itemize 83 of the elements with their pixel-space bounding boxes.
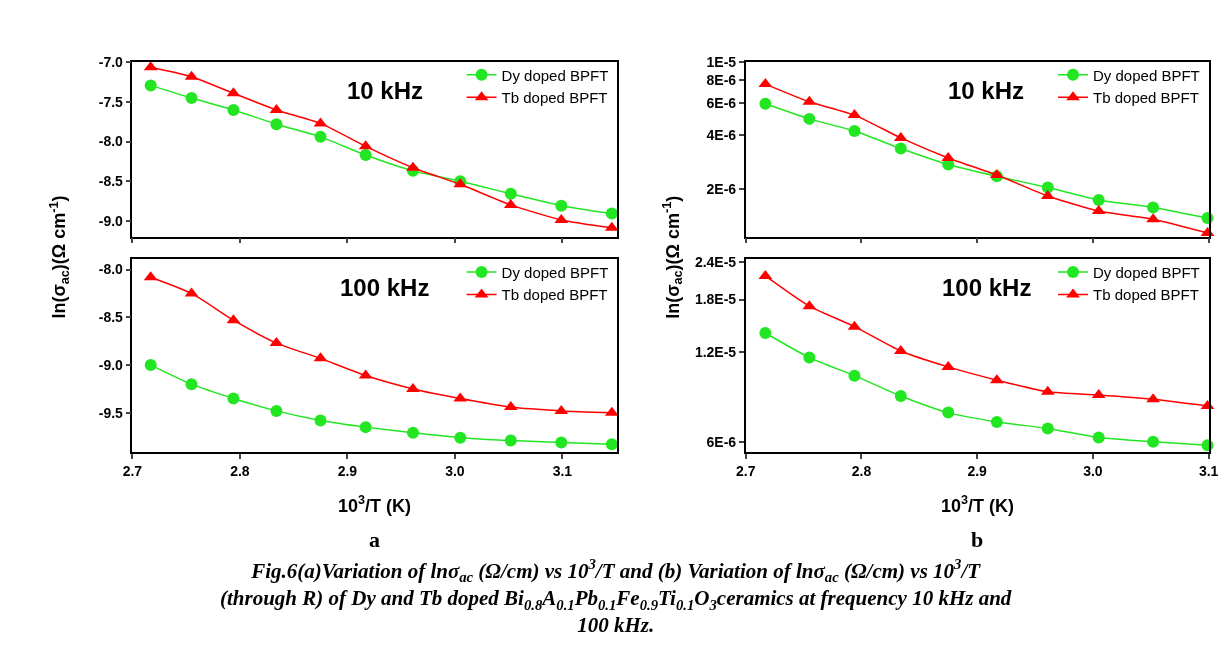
y-tick-label: 1E-5 xyxy=(706,54,737,71)
point xyxy=(803,351,816,364)
point xyxy=(227,103,240,116)
y-tick-label: -7.5 xyxy=(98,93,124,110)
point xyxy=(605,207,618,220)
legend-label: Dy doped BPFT xyxy=(1093,66,1200,84)
y-tick-label: -9.0 xyxy=(98,212,124,229)
point xyxy=(406,426,419,439)
point xyxy=(848,125,861,138)
text: b xyxy=(971,527,984,552)
annotation: 10 kHz xyxy=(948,77,1025,104)
point xyxy=(759,327,772,340)
point xyxy=(555,199,568,212)
point xyxy=(1092,193,1105,206)
y-tick-label: 2.4E-5 xyxy=(694,254,737,271)
x-tick-label: 2.8 xyxy=(851,462,872,479)
y-tick-label: 4E-6 xyxy=(706,126,737,143)
legend-label: Dy doped BPFT xyxy=(501,263,609,281)
y-tick-label: -9.5 xyxy=(98,404,124,421)
x-axis-title: 10$^{3}$/T (K) xyxy=(941,493,1015,516)
point xyxy=(803,112,816,125)
point xyxy=(894,389,907,402)
point xyxy=(270,404,283,417)
point xyxy=(185,92,198,105)
y-tick-label: -8.0 xyxy=(98,261,124,278)
point xyxy=(605,438,618,451)
point xyxy=(942,406,955,419)
text: Fig.6(a)Variation of lnσ$_{ac}$ (Ω/cm) vs 10$^{3}$/T and (b) Variation of lnσ$_{ac}$ (Ω/cm) vs 10$^{3}$/T (through R) of Dy and Tb doped Bi$_{0.8}$A$_{0.1}$Pb$_{0.1}$Fe$_{0.9}$Ti$_{0.1}$O$_{3}$ceramics at frequency 10 kHz and 100 kHz. xyxy=(220,556,1012,638)
x-tick-label: 2.9 xyxy=(337,462,358,479)
point xyxy=(555,436,568,449)
point xyxy=(454,431,467,444)
y-tick-label: -8.5 xyxy=(98,173,124,190)
annotation: 100 kHz xyxy=(340,274,430,301)
x-axis-title: 10$^{3}$/T (K) xyxy=(338,493,412,516)
point xyxy=(359,149,372,162)
y-tick-label: 2E-6 xyxy=(706,181,737,198)
point xyxy=(848,369,861,382)
point xyxy=(504,434,517,447)
legend-label: Tb doped BPFT xyxy=(1093,286,1199,304)
x-tick-label: 2.9 xyxy=(967,462,988,479)
point xyxy=(894,142,907,155)
legend-label: Tb doped BPFT xyxy=(501,286,608,304)
y-tick-label: 6E-6 xyxy=(706,94,737,111)
point xyxy=(314,414,327,427)
point xyxy=(1041,181,1054,194)
point xyxy=(990,415,1003,428)
annotation: 100 kHz xyxy=(942,274,1032,301)
y-tick-label: -7.0 xyxy=(98,54,124,71)
annotation: 10 kHz xyxy=(347,77,424,104)
y-tick-label: -9.0 xyxy=(98,356,124,373)
x-tick-label: 3.1 xyxy=(1198,462,1219,479)
point xyxy=(1092,431,1105,444)
point xyxy=(759,97,772,110)
y-tick-label: 6E-6 xyxy=(706,433,737,450)
y-tick-label: 8E-6 xyxy=(706,71,737,88)
point xyxy=(144,359,157,372)
point xyxy=(185,378,198,391)
x-tick-label: 3.0 xyxy=(445,462,465,479)
point xyxy=(314,130,327,143)
legend-label: Dy doped BPFT xyxy=(501,66,609,84)
legend-label: Dy doped BPFT xyxy=(1093,263,1200,281)
x-tick-label: 2.7 xyxy=(122,462,143,479)
point xyxy=(504,187,517,200)
point xyxy=(406,161,420,171)
x-tick-label: 3.0 xyxy=(1083,462,1103,479)
legend-label: Tb doped BPFT xyxy=(501,89,608,107)
y-tick-label: 1.2E-5 xyxy=(694,343,737,360)
point xyxy=(227,392,240,405)
point xyxy=(359,421,372,434)
point xyxy=(406,382,420,392)
text: a xyxy=(369,527,380,552)
x-tick-label: 2.8 xyxy=(230,462,250,479)
point xyxy=(144,79,157,92)
point xyxy=(1147,435,1160,448)
point xyxy=(270,118,283,131)
y-tick-label: -8.5 xyxy=(98,309,124,326)
x-tick-label: 3.1 xyxy=(552,462,573,479)
x-tick-label: 2.7 xyxy=(735,462,756,479)
point xyxy=(1147,201,1160,214)
y-tick-label: -8.0 xyxy=(98,133,124,150)
point xyxy=(1041,422,1054,435)
legend-label: Tb doped BPFT xyxy=(1093,89,1199,107)
y-tick-label: 1.8E-5 xyxy=(694,291,737,308)
